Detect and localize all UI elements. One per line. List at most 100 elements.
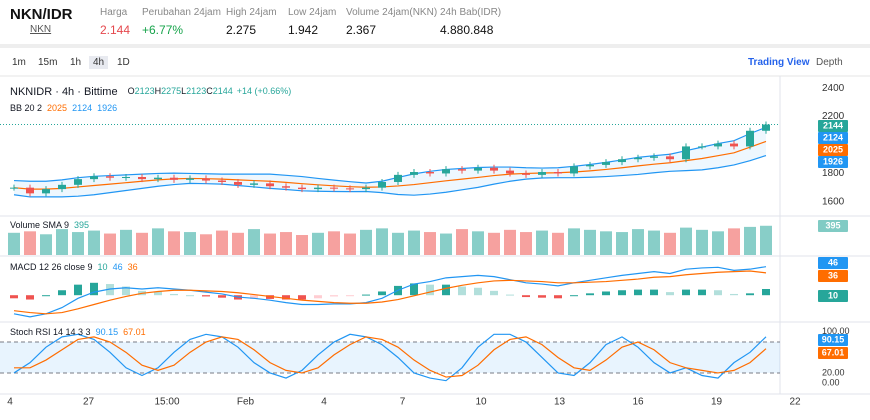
candle [106,176,114,178]
interval-button[interactable]: 15m [38,57,58,68]
macd-hist [410,283,418,296]
candle [58,184,66,190]
header: NKN/IDR NKN Harga 2.144 Perubahan 24jam +6.… [0,0,870,44]
candle [538,172,546,175]
volume-bar [88,230,100,255]
macd-hist [282,295,290,300]
x-tick-label: 10 [475,397,487,408]
candle [138,177,146,180]
volume-bar [136,232,148,255]
token-link[interactable]: NKN [30,24,52,35]
volume-bar [200,234,212,255]
price-badge [818,156,848,168]
volume-bar [424,232,436,255]
macd-hist [682,289,690,296]
badge-label: 36 [828,270,838,280]
badge-label: 2124 [823,132,843,142]
candle [298,187,306,190]
macd-hist [490,290,498,296]
volume-bar [760,225,772,255]
indicator-value: 36 [128,262,138,272]
candle [378,181,386,188]
volume-bar [168,231,180,255]
stat-value: 4.880.848 [440,23,494,37]
candle [186,178,194,180]
volume-bar [648,230,660,255]
volume-bar [584,229,596,255]
macd-hist [506,294,514,296]
stoch-d [14,336,767,378]
x-tick-label: 15:00 [154,397,179,408]
volume-bar [728,228,740,255]
bb-lower [13,154,767,198]
interval-button[interactable]: 4h [89,56,109,69]
candle [42,189,50,194]
macd-hist [426,284,434,296]
volume-bar [696,229,708,255]
volume-bar [536,230,548,255]
candle [90,176,98,180]
stat-label: Harga 2.144 [100,7,131,37]
macd-line [13,266,767,318]
volume-bar [568,228,580,255]
macd-hist [554,295,562,299]
candle [314,187,322,190]
candle [410,172,418,175]
candle [362,187,370,190]
y-tick-label: 2400 [822,83,845,94]
view-tab[interactable]: Trading View [748,57,810,68]
interval-button[interactable]: 1h [70,57,82,68]
indicator-name: Volume SMA 9 [10,220,69,230]
volume-bar [376,228,388,255]
candle [250,183,258,185]
x-tick-label: 7 [400,397,406,408]
macd-hist [666,292,674,296]
candle [346,188,354,190]
indicator-value: 1926 [97,103,117,113]
candle [426,172,434,174]
macd-hist [522,295,530,298]
interval-button[interactable]: 1D [117,57,130,68]
volume-bar [24,231,36,255]
price-badge [818,270,848,282]
volume-bar [280,232,292,255]
macd-hist [170,293,178,296]
candle [554,172,562,174]
volume-bar [440,233,452,255]
macd-hist [618,290,626,296]
macd-hist [106,284,114,296]
x-tick-label: Feb [237,397,255,408]
macd-hist [730,293,738,296]
indicator-legend: Volume SMA 9 395 [10,220,89,230]
candle [490,167,498,171]
candle [10,187,18,189]
macd-hist [746,293,754,296]
candle [394,174,402,182]
view-tab[interactable]: Depth [816,57,843,68]
interval-button[interactable]: 1m [12,57,26,68]
indicator-name: BB 20 2 [10,103,42,113]
volume-bar [744,226,756,255]
candle [682,146,690,160]
macd-hist [586,293,594,296]
volume-bar [152,228,164,255]
price-badge [818,290,848,302]
stat-value: 2.367 [346,23,377,37]
candle [666,156,674,160]
volume-bar [248,229,260,255]
ohlc-value: 2275 [161,86,181,96]
candle [122,177,130,178]
x-tick-label: 16 [632,397,644,408]
macd-hist [218,295,226,298]
candle [442,169,450,174]
indicator-value: 90.15 [96,327,119,337]
candle [202,178,210,181]
badge-label: 1926 [823,156,843,166]
stat-label: Volume 24jam(NKN) 2.367 [346,7,438,37]
volume-bar [360,229,372,255]
stat-value: +6.77% [142,23,184,37]
volume-bar [472,231,484,255]
macd-hist [314,295,322,299]
